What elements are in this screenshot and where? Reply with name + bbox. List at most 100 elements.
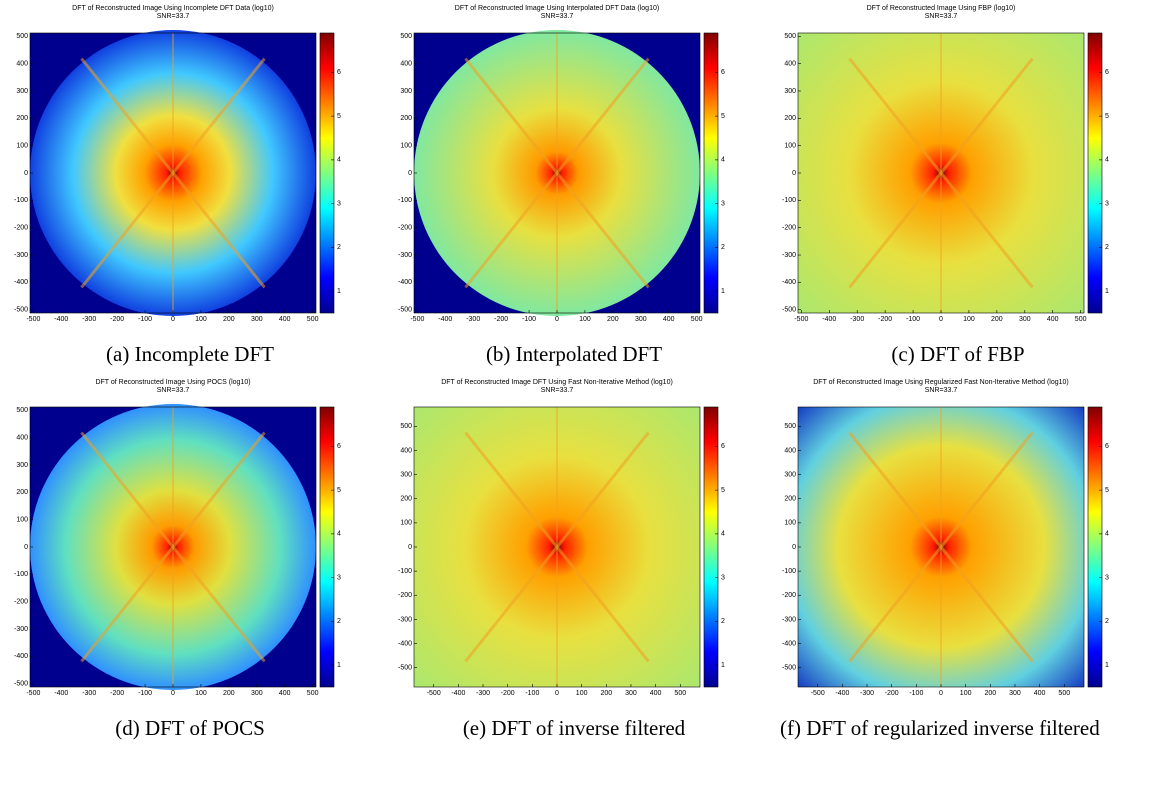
caption: (e) DFT of inverse filtered xyxy=(462,716,686,740)
y-tick-label: 400 xyxy=(16,434,28,441)
x-tick-label: -300 xyxy=(860,690,874,697)
chart-subtitle: SNR=33.7 xyxy=(541,13,574,20)
colorbar xyxy=(703,406,719,688)
colorbar-tick-label: 5 xyxy=(721,113,725,120)
y-tick-label: -100 xyxy=(782,197,796,204)
x-tick-label: 200 xyxy=(991,316,1003,323)
y-tick-label: -100 xyxy=(398,568,412,575)
x-tick-label: 100 xyxy=(960,690,972,697)
y-tick-label: -300 xyxy=(782,616,796,623)
colorbar-tick-label: 2 xyxy=(337,244,341,251)
y-tick-label: -100 xyxy=(398,197,412,204)
colorbar-tick-label: 2 xyxy=(721,244,725,251)
x-tick-label: -400 xyxy=(54,316,68,323)
y-tick-label: -500 xyxy=(398,665,412,672)
x-tick-label: -200 xyxy=(501,690,515,697)
x-tick-label: 0 xyxy=(171,690,175,697)
colorbar-tick-label: 3 xyxy=(721,200,725,207)
colorbar-tick-label: 4 xyxy=(337,157,341,164)
x-tick-label: 100 xyxy=(576,690,588,697)
y-tick-label: 200 xyxy=(16,489,28,496)
y-tick-label: 500 xyxy=(784,423,796,430)
x-tick-label: -300 xyxy=(466,316,480,323)
y-tick-label: -200 xyxy=(782,225,796,232)
x-tick-label: -300 xyxy=(476,690,490,697)
y-tick-label: -400 xyxy=(14,279,28,286)
colorbar-tick-label: 3 xyxy=(1105,200,1109,207)
x-tick-label: 100 xyxy=(195,316,207,323)
y-tick-label: 200 xyxy=(400,115,412,122)
x-tick-label: -500 xyxy=(811,690,825,697)
y-tick-label: 100 xyxy=(784,520,796,527)
y-tick-label: 400 xyxy=(784,60,796,67)
colorbar-tick-label: 3 xyxy=(1105,574,1109,581)
x-tick-label: 0 xyxy=(939,316,943,323)
y-tick-label: -200 xyxy=(782,592,796,599)
y-tick-label: -500 xyxy=(782,665,796,672)
colorbar-tick-label: 6 xyxy=(1105,69,1109,76)
y-tick-label: -400 xyxy=(14,653,28,660)
colorbar-tick-label: 3 xyxy=(721,574,725,581)
chart-title: DFT of Reconstructed Image Using POCS (l… xyxy=(95,379,250,386)
chart-subtitle: SNR=33.7 xyxy=(541,387,574,394)
colorbar-tick-label: 5 xyxy=(337,487,341,494)
colorbar-tick-label: 2 xyxy=(1105,618,1109,625)
colorbar-tick-label: 4 xyxy=(1105,531,1109,538)
y-tick-label: 100 xyxy=(16,143,28,150)
streak xyxy=(80,431,266,663)
x-tick-label: 0 xyxy=(555,316,559,323)
y-tick-label: 0 xyxy=(408,170,412,177)
x-tick-label: -500 xyxy=(410,316,424,323)
y-tick-label: -300 xyxy=(782,252,796,259)
chart-title: DFT of Reconstructed Image Using Interpo… xyxy=(455,5,659,12)
colorbar xyxy=(319,406,335,688)
y-tick-label: -400 xyxy=(398,279,412,286)
caption: (b) Interpolated DFT xyxy=(485,342,663,366)
y-tick-label: -300 xyxy=(14,252,28,259)
y-tick-label: 100 xyxy=(400,520,412,527)
x-tick-label: 0 xyxy=(939,690,943,697)
x-tick-label: -100 xyxy=(906,316,920,323)
colorbar-tick-label: 1 xyxy=(1105,662,1109,669)
y-tick-label: -200 xyxy=(398,225,412,232)
x-tick-label: 400 xyxy=(1047,316,1059,323)
chart-title: DFT of Reconstructed Image Using Regular… xyxy=(813,379,1069,386)
colorbar-tick-label: 5 xyxy=(721,487,725,494)
x-tick-label: 400 xyxy=(279,690,291,697)
y-tick-label: 500 xyxy=(784,33,796,40)
streak xyxy=(464,57,650,289)
colorbar xyxy=(319,32,335,314)
y-tick-label: 200 xyxy=(784,115,796,122)
x-tick-label: 200 xyxy=(607,316,619,323)
y-tick-label: 0 xyxy=(24,544,28,551)
x-tick-label: -500 xyxy=(427,690,441,697)
y-tick-label: -100 xyxy=(782,568,796,575)
x-tick-label: -100 xyxy=(522,316,536,323)
y-tick-label: 300 xyxy=(16,88,28,95)
y-tick-label: -300 xyxy=(398,616,412,623)
x-tick-label: 400 xyxy=(663,316,675,323)
y-tick-label: -300 xyxy=(14,626,28,633)
x-tick-label: -100 xyxy=(909,690,923,697)
y-tick-label: 300 xyxy=(784,471,796,478)
colorbar-tick-label: 3 xyxy=(337,574,341,581)
chart-subtitle: SNR=33.7 xyxy=(925,13,958,20)
colorbar-tick-label: 6 xyxy=(721,69,725,76)
colorbar xyxy=(1087,406,1103,688)
y-tick-label: 300 xyxy=(784,88,796,95)
x-tick-label: -300 xyxy=(82,316,96,323)
x-tick-label: -500 xyxy=(26,690,40,697)
x-tick-label: 200 xyxy=(223,690,235,697)
y-tick-label: -100 xyxy=(14,197,28,204)
y-tick-label: -200 xyxy=(14,225,28,232)
y-tick-label: 0 xyxy=(792,170,796,177)
x-tick-label: -100 xyxy=(138,316,152,323)
caption: (d) DFT of POCS xyxy=(115,716,265,740)
x-tick-label: -300 xyxy=(850,316,864,323)
colorbar-tick-label: 3 xyxy=(337,200,341,207)
colorbar-tick-label: 6 xyxy=(721,443,725,450)
x-tick-label: 0 xyxy=(171,316,175,323)
x-tick-label: -200 xyxy=(494,316,508,323)
y-tick-label: 200 xyxy=(400,496,412,503)
x-tick-label: -300 xyxy=(82,690,96,697)
